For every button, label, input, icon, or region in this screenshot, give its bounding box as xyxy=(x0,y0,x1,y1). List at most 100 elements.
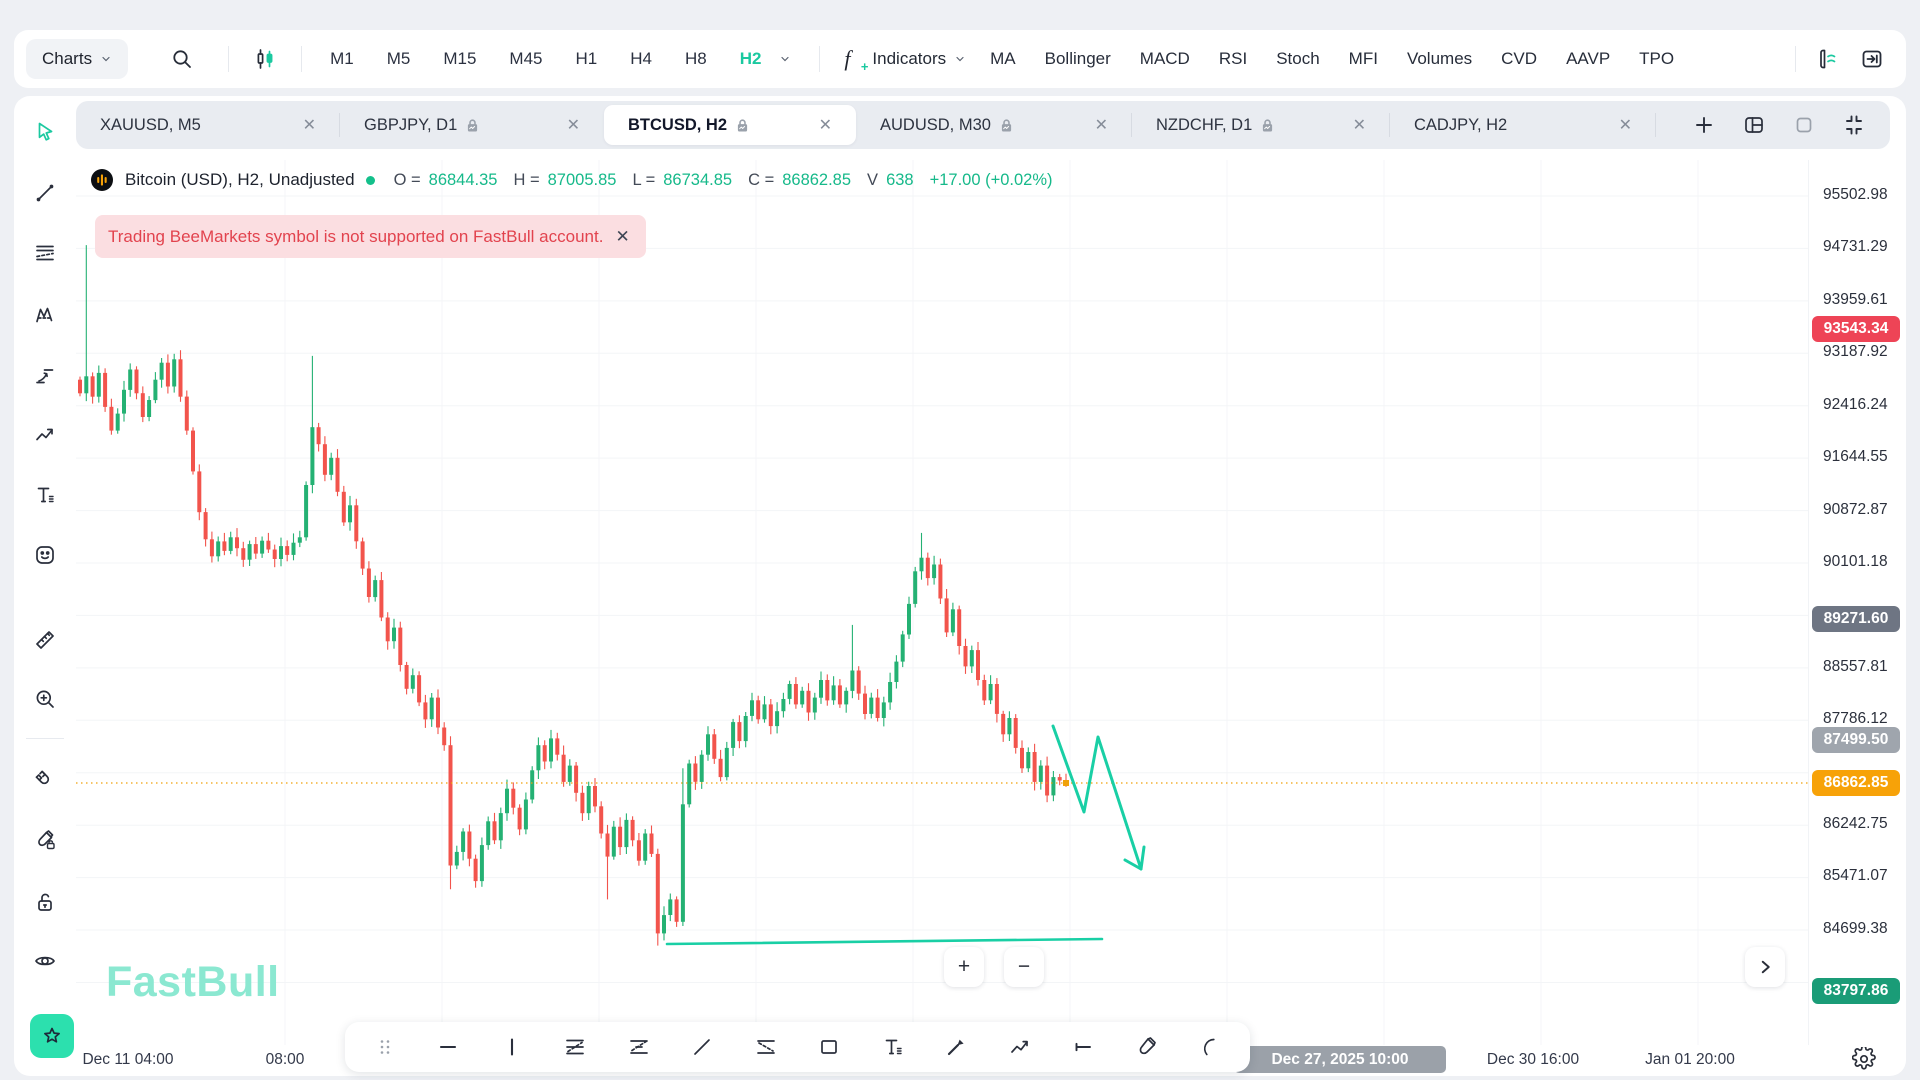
drawing-toolbar xyxy=(345,1022,1250,1072)
tab-label: AUDUSD, M30 xyxy=(880,115,991,134)
time-tick: Dec 30 16:00 xyxy=(1486,1051,1580,1068)
change-value: +17.00 (+0.02%) xyxy=(929,170,1053,189)
close-label: C = xyxy=(748,170,775,189)
indicator-shortcut-stoch[interactable]: Stoch xyxy=(1276,49,1320,68)
draw-brush-icon[interactable] xyxy=(1134,1035,1158,1059)
layout-grid-icon[interactable] xyxy=(1742,113,1766,137)
zoom-in-button[interactable]: + xyxy=(944,947,984,987)
price-tick: 90872.87 xyxy=(1823,501,1888,518)
tool-pattern-icon[interactable] xyxy=(33,303,57,327)
draw-rectangle-icon[interactable] xyxy=(817,1035,841,1059)
tool-zoom-in-icon[interactable] xyxy=(33,687,57,711)
price-badge: 93543.34 xyxy=(1812,316,1900,342)
timeframe-m5[interactable]: M5 xyxy=(386,49,411,68)
draw-drag-handle-icon[interactable] xyxy=(373,1035,397,1059)
timeframe-m15[interactable]: M15 xyxy=(443,49,477,68)
candlestick-chart[interactable] xyxy=(76,160,1808,1045)
tool-projection-icon[interactable] xyxy=(33,364,57,388)
indicator-shortcut-ma[interactable]: MA xyxy=(990,49,1016,68)
draw-fib-retracement-icon[interactable] xyxy=(563,1035,587,1059)
tab-nzdchf[interactable]: NZDCHF, D1 ✕ xyxy=(1132,101,1390,149)
price-badge: 83797.86 xyxy=(1812,978,1900,1004)
indicator-shortcut-cvd[interactable]: CVD xyxy=(1501,49,1538,68)
price-tick: 94731.29 xyxy=(1823,238,1888,255)
indicator-shortcut-tpo[interactable]: TPO xyxy=(1639,49,1675,68)
tool-brush-lock-icon[interactable] xyxy=(33,828,57,852)
notification-close-icon[interactable]: ✕ xyxy=(615,226,630,246)
close-tab-icon[interactable]: ✕ xyxy=(302,117,316,134)
draw-trend-line-icon[interactable] xyxy=(690,1035,714,1059)
journal-icon[interactable] xyxy=(1816,47,1840,71)
draw-horizontal-line-icon[interactable] xyxy=(436,1035,460,1059)
zoom-out-button[interactable]: − xyxy=(1004,947,1044,987)
tab-label: NZDCHF, D1 xyxy=(1156,115,1253,134)
tool-eye-icon[interactable] xyxy=(33,949,57,973)
favorites-star-button[interactable] xyxy=(30,1014,74,1058)
timeframe-h1[interactable]: H1 xyxy=(575,49,598,68)
draw-fib-extension-icon[interactable] xyxy=(627,1035,651,1059)
close-tab-icon[interactable]: ✕ xyxy=(566,117,580,134)
close-tab-icon[interactable]: ✕ xyxy=(1352,117,1366,134)
divider xyxy=(301,46,303,72)
tool-cursor-icon[interactable] xyxy=(33,120,57,144)
indicator-shortcut-aavp[interactable]: AAVP xyxy=(1566,49,1611,68)
indicator-shortcut-rsi[interactable]: RSI xyxy=(1218,49,1248,68)
tab-cadjpy[interactable]: CADJPY, H2 ✕ xyxy=(1390,101,1656,149)
tool-polyline-arrow-icon[interactable] xyxy=(33,423,57,447)
close-tab-icon[interactable]: ✕ xyxy=(1094,117,1108,134)
tool-unlock-icon[interactable] xyxy=(33,890,57,914)
close-tab-icon[interactable]: ✕ xyxy=(1618,117,1632,134)
tab-label: CADJPY, H2 xyxy=(1414,115,1508,134)
tool-magnet-icon[interactable] xyxy=(33,768,57,792)
tool-emoji-icon[interactable] xyxy=(33,543,57,567)
price-axis[interactable]: 95502.98 94731.29 93959.61 93187.92 92416.24… xyxy=(1808,160,1907,1045)
tab-xauusd[interactable]: XAUUSD, M5 ✕ xyxy=(76,101,340,149)
tool-text-icon[interactable] xyxy=(33,483,57,507)
draw-vertical-line-icon[interactable] xyxy=(500,1035,524,1059)
volume-label: V xyxy=(867,170,879,189)
tab-gbpjpy[interactable]: GBPJPY, D1 ✕ xyxy=(340,101,604,149)
chart-type-candles-icon[interactable] xyxy=(253,47,277,71)
timeframe-h4[interactable]: H4 xyxy=(630,49,652,68)
chevron-down-icon xyxy=(102,56,110,62)
symbol-title[interactable]: Bitcoin (USD), H2, Unadjusted xyxy=(125,170,355,189)
maximize-icon[interactable] xyxy=(1792,113,1816,137)
tab-audusd[interactable]: AUDUSD, M30 ✕ xyxy=(856,101,1132,149)
time-axis[interactable]: Dec 27, 2025 10:00 Dec 11 04:00 08:00 Dec … xyxy=(14,1045,1906,1076)
tool-ruler-icon[interactable] xyxy=(33,628,57,652)
tab-btcusd[interactable]: BTCUSD, H2 ✕ xyxy=(604,105,856,145)
lock-icon xyxy=(464,117,481,134)
add-chart-icon[interactable] xyxy=(1692,113,1716,137)
exit-panel-icon[interactable] xyxy=(1860,47,1884,71)
collapse-icon[interactable] xyxy=(1842,113,1866,137)
tool-fib-lines-icon[interactable] xyxy=(33,241,57,265)
indicator-shortcut-bollinger[interactable]: Bollinger xyxy=(1044,49,1111,68)
low-value: 86734.85 xyxy=(663,170,733,189)
search-icon[interactable] xyxy=(170,47,194,71)
sidebar-divider xyxy=(26,738,64,739)
lock-icon xyxy=(998,117,1015,134)
tool-trend-line-icon[interactable] xyxy=(33,181,57,205)
indicators-button[interactable]: f + Indicators xyxy=(844,46,966,74)
scroll-to-latest-button[interactable] xyxy=(1745,947,1785,987)
indicator-shortcut-macd[interactable]: MACD xyxy=(1139,49,1190,68)
draw-horizontal-ray-icon[interactable] xyxy=(1071,1035,1095,1059)
timeframe-h8[interactable]: H8 xyxy=(684,49,707,68)
draw-arrow-marker-icon[interactable] xyxy=(944,1035,968,1059)
indicator-shortcut-mfi[interactable]: MFI xyxy=(1348,49,1378,68)
draw-arc-icon[interactable] xyxy=(1198,1035,1222,1059)
timeframe-m1[interactable]: M1 xyxy=(330,49,354,68)
timeframe-m45[interactable]: M45 xyxy=(509,49,543,68)
settings-gear-icon[interactable] xyxy=(1852,1047,1876,1071)
draw-text-icon[interactable] xyxy=(881,1035,905,1059)
timeframe-h2[interactable]: H2 xyxy=(739,49,762,68)
high-label: H = xyxy=(513,170,540,189)
draw-gann-lines-icon[interactable] xyxy=(754,1035,778,1059)
close-tab-icon[interactable]: ✕ xyxy=(818,117,832,134)
draw-polyline-icon[interactable] xyxy=(1008,1035,1032,1059)
charts-menu-button[interactable]: Charts xyxy=(26,39,129,79)
indicator-shortcut-volumes[interactable]: Volumes xyxy=(1406,49,1473,68)
price-tick: 84699.38 xyxy=(1823,920,1888,937)
open-label: O = xyxy=(393,170,421,189)
timeframe-dropdown-icon[interactable] xyxy=(779,53,791,65)
